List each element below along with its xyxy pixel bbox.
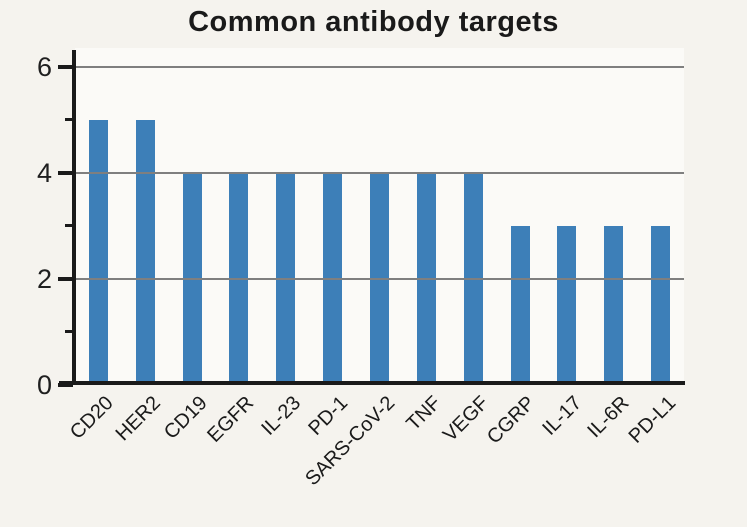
x-tick-label-text: CGRP xyxy=(483,392,540,449)
y-tick-major-2 xyxy=(58,276,73,281)
y-tick-major-0 xyxy=(58,383,73,387)
x-tick-label-text: EGFR xyxy=(203,392,259,447)
gridline-y6 xyxy=(75,65,684,68)
bar-PD-L1 xyxy=(651,225,671,385)
bar-HER2 xyxy=(135,119,155,385)
bar-CGRP xyxy=(510,225,530,385)
bar-CD20 xyxy=(88,119,108,385)
x-tick-label-text: IL-23 xyxy=(257,392,306,440)
y-tick-minor-3 xyxy=(65,224,73,228)
x-tick-label-text: IL-17 xyxy=(538,392,587,440)
y-tick-major-4 xyxy=(58,170,73,175)
x-tick-label-text: CD19 xyxy=(159,392,212,444)
y-tick-label-2: 2 xyxy=(36,263,52,294)
y-tick-major-6 xyxy=(58,64,73,69)
gridline-y4 xyxy=(75,171,684,174)
y-axis-spine xyxy=(72,50,76,385)
x-axis-line xyxy=(59,381,685,385)
y-tick-label-0: 0 xyxy=(36,370,52,400)
bar-IL-17 xyxy=(557,225,577,385)
y-tick-minor-5 xyxy=(65,118,73,122)
chart-title: Common antibody targets xyxy=(188,6,559,38)
x-tick-label-text: IL-6R xyxy=(583,392,634,443)
x-tick-label-text: VEGF xyxy=(438,392,493,447)
gridline-y2 xyxy=(75,277,684,280)
x-tick-label-text: HER2 xyxy=(111,392,165,446)
x-tick-label-text: PD-L1 xyxy=(624,392,681,448)
y-tick-label-6: 6 xyxy=(36,51,52,82)
plot-area xyxy=(75,48,684,385)
x-tick-label-text: CD20 xyxy=(66,392,118,444)
y-tick-minor-1 xyxy=(65,330,73,334)
bar-IL-6R xyxy=(604,225,624,385)
y-tick-label-4: 4 xyxy=(36,157,52,188)
